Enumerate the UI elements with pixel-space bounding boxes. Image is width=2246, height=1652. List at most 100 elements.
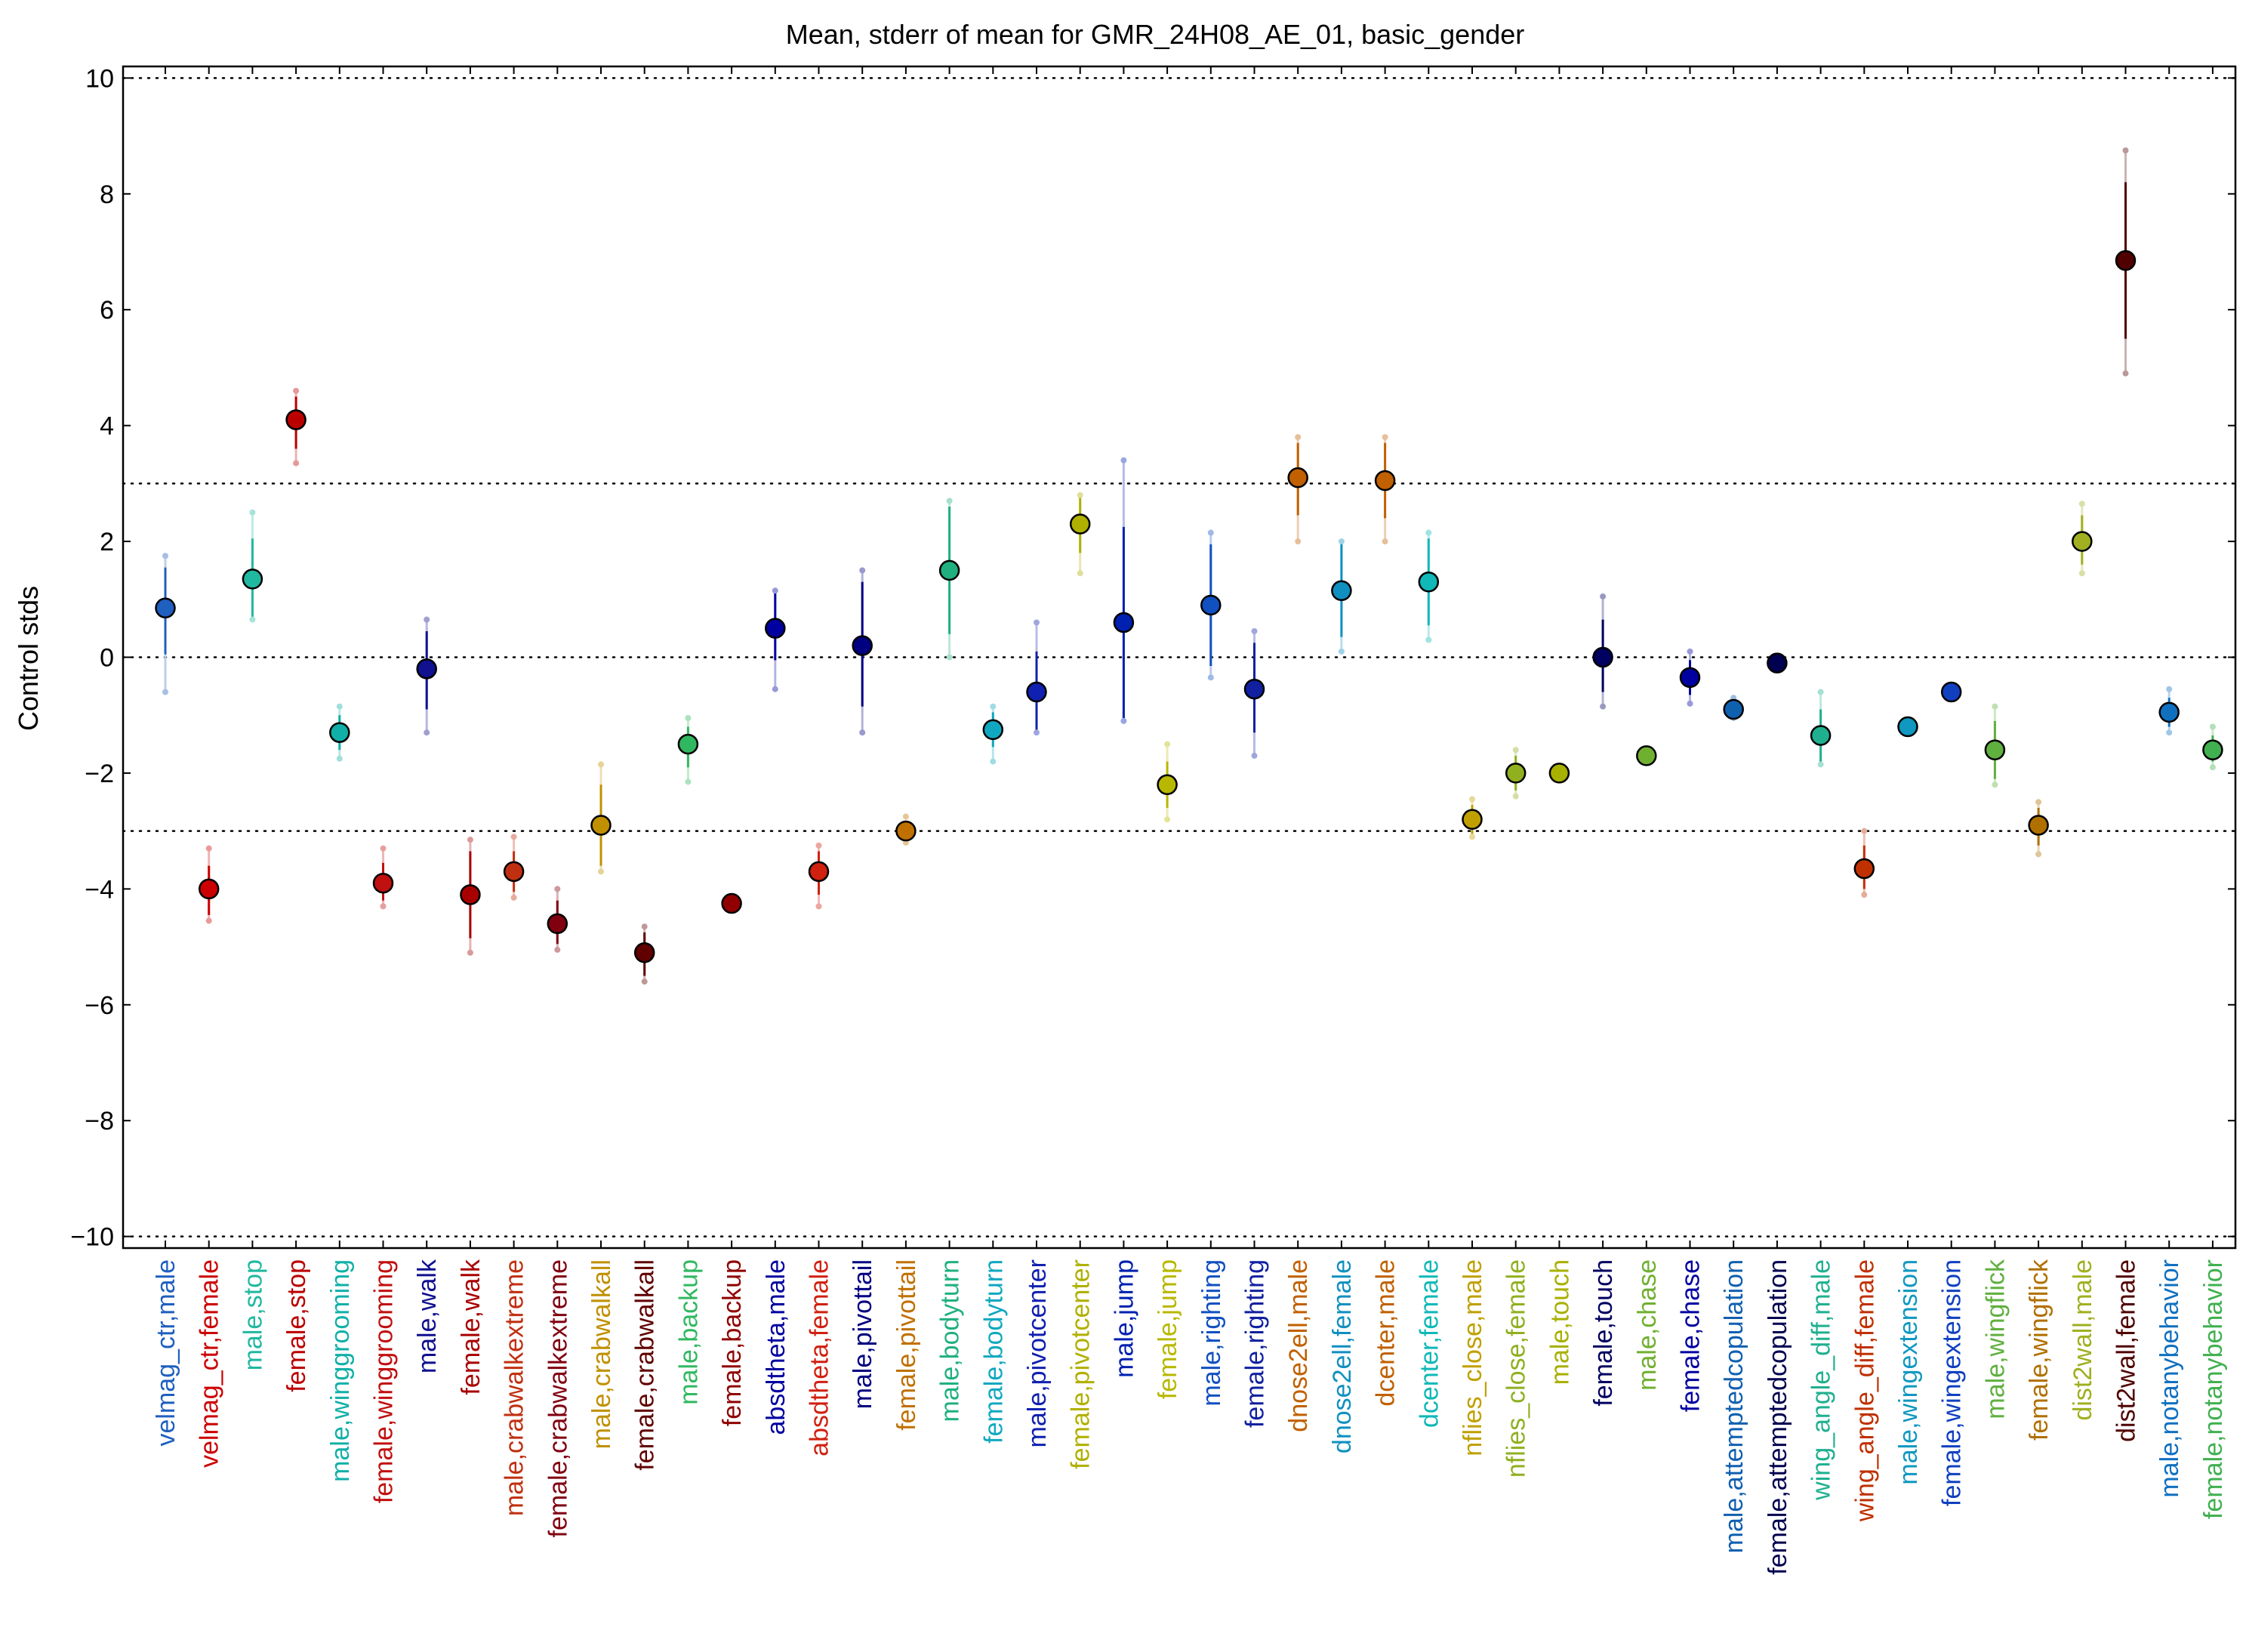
range-end-dot (815, 842, 822, 849)
mean-point (677, 733, 699, 755)
mean-point (1767, 652, 1788, 673)
mean-point (633, 942, 655, 963)
x-tick-label: female,winggrooming (370, 1259, 399, 1503)
mean-point (1243, 678, 1265, 700)
x-tick-label: female,righting (1241, 1259, 1270, 1428)
mean-point (372, 872, 394, 894)
range-end-dot (1817, 689, 1824, 695)
range-end-dot (1251, 627, 1258, 634)
range-end-dot (1817, 761, 1824, 768)
range-end-dot (467, 949, 473, 956)
range-end-dot (1382, 433, 1388, 440)
mean-point (852, 635, 873, 656)
x-tick-label: male,stop (239, 1259, 267, 1370)
mean-point (547, 913, 568, 935)
range-end-dot (1992, 781, 1998, 788)
x-tick-label: female,stop (282, 1259, 311, 1392)
mean-point (1287, 467, 1308, 489)
range-end-dot (1992, 703, 1998, 710)
range-end-dot (685, 778, 692, 785)
y-tick-label: 4 (100, 412, 114, 441)
x-tick-label: female,touch (1589, 1259, 1618, 1407)
x-tick-label: nflies_close,female (1502, 1259, 1531, 1478)
mean-point (1592, 646, 1613, 668)
mean-point (808, 861, 830, 883)
range-end-dot (249, 616, 256, 623)
range-end-dot (554, 886, 561, 892)
x-tick-label: dist2wall,female (2112, 1259, 2141, 1442)
mean-point (416, 658, 437, 680)
x-tick-label: dnose2ell,female (1328, 1259, 1357, 1453)
mean-point (2115, 250, 2137, 271)
x-tick-label: female,jump (1154, 1259, 1182, 1399)
range-end-dot (2209, 764, 2216, 771)
mean-point (1069, 513, 1091, 535)
range-end-dot (2078, 570, 2085, 577)
range-end-dot (2035, 799, 2042, 806)
range-end-dot (990, 758, 997, 765)
range-end-dot (336, 755, 343, 762)
mean-point (1200, 594, 1222, 616)
range-end-dot (2209, 723, 2216, 730)
range-end-dot (249, 509, 256, 516)
x-tick-label: female,crabwalkextreme (544, 1259, 572, 1537)
y-tick-label: 10 (85, 64, 114, 93)
range-end-dot (1469, 834, 1475, 840)
x-tick-label: male,chase (1633, 1259, 1662, 1391)
range-end-dot (2122, 147, 2129, 154)
plot-area-frame (122, 65, 2237, 1250)
y-tick-label: 2 (100, 528, 114, 556)
x-tick-label: velmag_ctr,female (196, 1259, 224, 1468)
range-end-dot (1251, 752, 1258, 759)
x-tick-label: male,winggrooming (326, 1259, 355, 1482)
x-tick-label: velmag_ctr,male (152, 1259, 180, 1447)
mean-point (460, 884, 481, 905)
x-tick-label: wing_angle_diff,male (1807, 1259, 1836, 1501)
x-tick-label: female,wingflick (2025, 1259, 2053, 1441)
chart-title: Mean, stderr of mean for GMR_24H08_AE_01… (786, 19, 1525, 50)
y-axis-ticks: 10 8 6 4 2 0 −2 −4 −6 −8 −10 (70, 64, 2235, 1252)
range-end-dot (641, 923, 648, 930)
x-tick-label: male,pivotcenter (1023, 1259, 1052, 1447)
data-points (155, 147, 2223, 985)
mean-point (721, 892, 742, 914)
mean-point (2028, 815, 2049, 836)
mean-point (1636, 745, 1657, 766)
mean-point (1853, 858, 1875, 880)
y-tick-label: 8 (100, 180, 114, 209)
x-tick-label: absdtheta,female (806, 1259, 834, 1456)
range-end-dot (1687, 648, 1693, 655)
range-end-dot (1164, 741, 1171, 747)
mean-point (1026, 681, 1047, 703)
range-end-dot (685, 715, 692, 722)
mean-point (1723, 698, 1744, 720)
range-end-dot (293, 460, 300, 467)
range-end-dot (1164, 816, 1171, 823)
x-tick-label: female,notanybehavior (2199, 1259, 2228, 1519)
mean-point (1374, 470, 1396, 492)
x-tick-label: male,pivottail (849, 1259, 877, 1409)
range-end-dot (1120, 717, 1127, 724)
x-tick-label: male,backup (674, 1259, 703, 1405)
mean-point (1810, 725, 1832, 746)
x-tick-label: dcenter,female (1415, 1259, 1443, 1428)
range-end-dot (772, 686, 778, 692)
mean-point (590, 815, 612, 836)
y-axis-label: Control stds (13, 586, 44, 731)
range-end-dot (1861, 892, 1868, 898)
range-end-dot (424, 616, 430, 623)
x-tick-label: dnose2ell,male (1284, 1259, 1313, 1432)
range-end-dot (424, 729, 430, 736)
range-end-dot (467, 837, 473, 843)
mean-point (285, 409, 307, 430)
y-tick-label: −2 (85, 760, 114, 788)
range-end-dot (162, 553, 168, 559)
range-end-dot (1034, 619, 1040, 626)
mean-point (1418, 572, 1440, 593)
range-end-dot (902, 813, 909, 820)
mean-point (2202, 739, 2223, 760)
y-tick-label: 6 (100, 296, 114, 325)
range-end-dot (772, 587, 778, 594)
range-end-dot (1687, 700, 1693, 707)
